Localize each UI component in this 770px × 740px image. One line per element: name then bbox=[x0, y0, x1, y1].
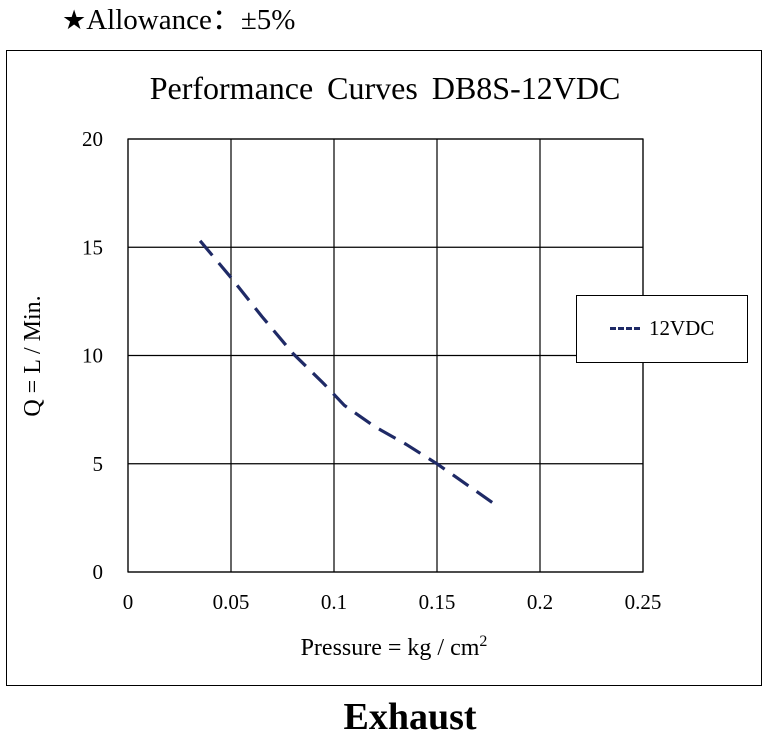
y-tick-label: 0 bbox=[93, 560, 104, 584]
x-tick-label: 0 bbox=[123, 590, 134, 614]
y-tick-label: 15 bbox=[82, 235, 103, 259]
legend-swatch bbox=[610, 327, 640, 330]
caption-exhaust: Exhaust bbox=[343, 696, 477, 738]
x-axis-title: Pressure = kg / cm2 bbox=[301, 633, 488, 661]
x-tick-label: 0.1 bbox=[321, 590, 347, 614]
x-tick-label: 0.15 bbox=[419, 590, 456, 614]
series-line-12vdc bbox=[198, 239, 494, 505]
legend-label: 12VDC bbox=[649, 316, 715, 340]
chart-frame bbox=[6, 50, 762, 686]
y-tick-label: 10 bbox=[82, 344, 103, 368]
y-axis-title: Q = L / Min. bbox=[20, 295, 46, 416]
y-tick-label: 20 bbox=[82, 127, 103, 151]
chart-title: Performance Curves DB8S-12VDC bbox=[149, 70, 621, 106]
x-tick-label: 0.25 bbox=[625, 590, 662, 614]
x-tick-label: 0.2 bbox=[527, 590, 553, 614]
x-tick-label: 0.05 bbox=[213, 590, 250, 614]
allowance-note: ★Allowance：±5% bbox=[62, 2, 295, 39]
star-icon: ★ bbox=[62, 5, 87, 36]
legend: 12VDC bbox=[576, 295, 748, 363]
y-tick-label: 5 bbox=[93, 452, 104, 476]
allowance-text: Allowance：±5% bbox=[86, 4, 296, 36]
